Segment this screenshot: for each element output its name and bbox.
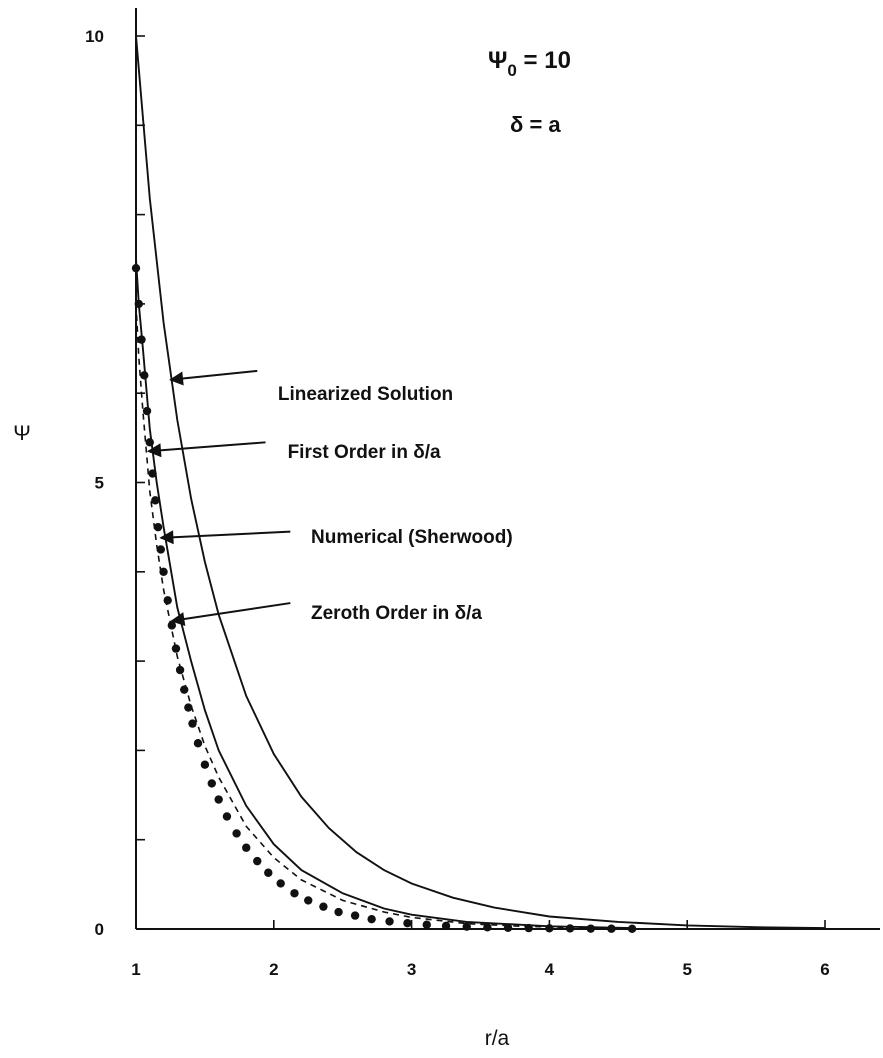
data-point bbox=[351, 911, 359, 919]
parameter-delta: δ = a bbox=[510, 112, 561, 137]
annotation-label: Linearized Solution bbox=[278, 384, 453, 405]
y-tick-label: 0 bbox=[95, 920, 104, 939]
data-point bbox=[367, 915, 375, 923]
data-point bbox=[146, 438, 154, 446]
parameter-psi0: Ψ0 = 10 bbox=[488, 47, 571, 80]
data-point bbox=[304, 896, 312, 904]
data-point bbox=[545, 924, 553, 932]
annotation-label: First Order in δ/a bbox=[288, 442, 441, 463]
annotation-arrow bbox=[170, 371, 257, 380]
data-point bbox=[276, 879, 284, 887]
annotation-arrow bbox=[172, 603, 291, 621]
annotation: Numerical (Sherwood) bbox=[161, 527, 513, 548]
annotation: Zeroth Order in δ/a bbox=[172, 603, 483, 624]
data-point bbox=[232, 829, 240, 837]
parameter-psi0-subscript: 0 bbox=[507, 61, 516, 80]
x-axis-title: r/a bbox=[485, 1027, 510, 1050]
data-point bbox=[242, 844, 250, 852]
data-point bbox=[132, 264, 140, 272]
x-tick-label: 1 bbox=[131, 960, 140, 979]
data-point bbox=[566, 924, 574, 932]
y-tick-label: 5 bbox=[95, 474, 104, 493]
parameter-psi0-value: = 10 bbox=[517, 47, 571, 74]
parameter-psi0-symbol: Ψ bbox=[488, 47, 507, 74]
data-point bbox=[194, 739, 202, 747]
data-point bbox=[423, 921, 431, 929]
series-layer bbox=[132, 36, 825, 933]
x-tick-label: 3 bbox=[407, 960, 416, 979]
data-point bbox=[334, 908, 342, 916]
annotation-layer: Linearized Solution First Order in δ/a Num… bbox=[148, 371, 512, 624]
x-tick-label: 4 bbox=[545, 960, 555, 979]
series-numerical-sherwood bbox=[132, 264, 636, 933]
y-axis-title: Ψ bbox=[13, 422, 31, 445]
y-tick-label: 10 bbox=[85, 27, 104, 46]
data-point bbox=[163, 596, 171, 604]
series-linearized-solution-line bbox=[136, 36, 825, 928]
parameter-delta-symbol: δ bbox=[510, 112, 523, 137]
data-point bbox=[442, 922, 450, 930]
data-point bbox=[208, 779, 216, 787]
data-point bbox=[214, 795, 222, 803]
series-first-order-in-a-line bbox=[136, 259, 632, 928]
data-point bbox=[143, 407, 151, 415]
annotation-label: Numerical (Sherwood) bbox=[311, 527, 513, 548]
data-point bbox=[253, 857, 261, 865]
data-point bbox=[201, 760, 209, 768]
data-point bbox=[223, 812, 231, 820]
data-point bbox=[151, 496, 159, 504]
annotation-arrow bbox=[148, 442, 265, 451]
data-point bbox=[168, 621, 176, 629]
annotation-label: Zeroth Order in δ/a bbox=[311, 603, 482, 624]
data-point bbox=[172, 644, 180, 652]
x-tick-label: 2 bbox=[269, 960, 278, 979]
annotation: First Order in δ/a bbox=[148, 442, 441, 463]
data-point bbox=[385, 917, 393, 925]
data-point bbox=[264, 869, 272, 877]
data-point bbox=[525, 924, 533, 932]
parameter-delta-value: = a bbox=[523, 112, 561, 137]
x-tick-label: 5 bbox=[682, 960, 691, 979]
data-point bbox=[403, 919, 411, 927]
data-point bbox=[319, 902, 327, 910]
x-tick-label: 6 bbox=[820, 960, 829, 979]
axes: 0 5 10 1 2 3 4 5 6 bbox=[85, 8, 880, 979]
annotation-arrow bbox=[161, 532, 291, 538]
data-point bbox=[148, 469, 156, 477]
annotation: Linearized Solution bbox=[170, 371, 453, 405]
svg-text:δ = a: δ = a bbox=[510, 112, 561, 137]
data-point bbox=[290, 889, 298, 897]
svg-text:Ψ0 = 10: Ψ0 = 10 bbox=[488, 47, 571, 80]
data-point bbox=[140, 371, 148, 379]
